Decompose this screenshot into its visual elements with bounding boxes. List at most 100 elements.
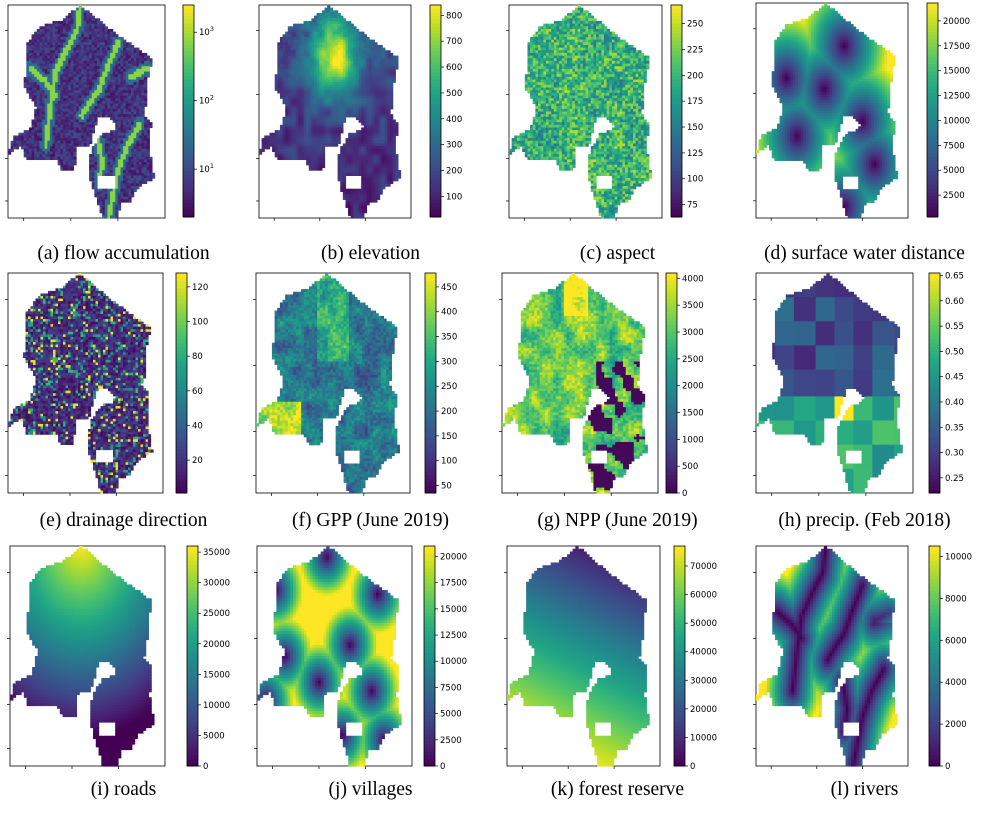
heatmap-cell — [62, 28, 67, 33]
heatmap-cell — [31, 82, 35, 86]
heatmap-cell — [102, 76, 106, 81]
heatmap-cell — [99, 74, 103, 78]
heatmap-cell — [308, 74, 313, 78]
heatmap-cell — [314, 119, 318, 123]
heatmap-cell — [314, 18, 318, 22]
heatmap-cell — [89, 31, 93, 35]
heatmap-cell — [269, 143, 273, 147]
heatmap-cell — [361, 52, 365, 57]
heatmap-cell — [94, 31, 98, 35]
heatmap-cell — [68, 167, 72, 171]
heatmap-cell — [133, 63, 137, 67]
heatmap-cell — [34, 34, 38, 38]
heatmap-cell — [306, 111, 310, 115]
heatmap-cell — [290, 135, 294, 139]
heatmap-cell — [329, 143, 333, 147]
heatmap-cell — [104, 172, 109, 176]
heatmap-cell — [290, 68, 294, 73]
heatmap-cell — [115, 42, 119, 46]
heatmap-cell — [99, 204, 103, 208]
heatmap-cell — [308, 140, 313, 145]
heatmap-cell — [141, 114, 145, 118]
heatmap-cell — [102, 74, 106, 78]
heatmap-cell — [374, 55, 378, 59]
heatmap-cell — [300, 122, 305, 126]
heatmap-cell — [332, 98, 336, 102]
heatmap-cell — [104, 63, 109, 67]
heatmap-cell — [345, 63, 349, 67]
heatmap-cell — [86, 135, 90, 139]
heatmap-cell — [348, 39, 352, 43]
heatmap-cell — [327, 39, 331, 43]
heatmap-cell — [81, 135, 85, 139]
heatmap-cell — [70, 146, 75, 150]
heatmap-cell — [350, 87, 354, 91]
heatmap-cell — [369, 135, 373, 139]
heatmap-cell — [57, 36, 61, 41]
heatmap-cell — [60, 87, 64, 91]
heatmap-cell — [86, 90, 90, 94]
heatmap-cell — [49, 135, 54, 139]
heatmap-cell — [358, 52, 362, 57]
heatmap-cell — [300, 76, 305, 81]
heatmap-cell — [279, 143, 284, 147]
heatmap-cell — [363, 154, 368, 158]
heatmap-cell — [382, 164, 386, 169]
heatmap-cell — [104, 154, 109, 158]
heatmap-cell — [91, 50, 95, 54]
heatmap-cell — [26, 58, 30, 62]
heatmap-cell — [128, 162, 132, 166]
heatmap-cell — [102, 170, 106, 174]
heatmap-cell — [94, 63, 98, 67]
heatmap-cell — [26, 55, 30, 59]
heatmap-cell — [287, 114, 292, 118]
heatmap-cell — [99, 92, 103, 97]
heatmap-cell — [348, 28, 352, 33]
heatmap-cell — [81, 98, 85, 102]
heatmap-cell — [369, 146, 373, 150]
heatmap-cell — [96, 103, 101, 107]
heatmap-cell — [57, 26, 61, 30]
heatmap-cell — [78, 87, 82, 91]
heatmap-cell — [382, 170, 386, 174]
heatmap-cell — [136, 100, 140, 105]
heatmap-cell — [348, 26, 352, 30]
heatmap-cell — [285, 124, 289, 129]
heatmap-cell — [23, 79, 27, 83]
heatmap-cell — [94, 116, 98, 121]
heatmap-cell — [382, 162, 386, 166]
heatmap-cell — [387, 146, 391, 150]
heatmap-cell — [76, 100, 80, 105]
heatmap-cell — [52, 108, 56, 113]
heatmap-cell — [120, 55, 124, 59]
heatmap-cell — [138, 175, 143, 179]
heatmap-cell — [96, 84, 101, 89]
heatmap-cell — [44, 90, 48, 94]
heatmap-cell — [340, 127, 344, 131]
heatmap-cell — [102, 167, 106, 171]
heatmap-cell — [57, 52, 61, 57]
heatmap-cell — [96, 98, 101, 102]
heatmap-cell — [115, 188, 119, 192]
heatmap-cell — [311, 124, 315, 129]
heatmap-cell — [52, 55, 56, 59]
heatmap-cell — [295, 82, 299, 86]
heatmap-cell — [376, 167, 381, 171]
heatmap-cell — [303, 119, 307, 123]
heatmap-cell — [374, 90, 378, 94]
heatmap-cell — [39, 39, 43, 43]
heatmap-cell — [337, 18, 341, 22]
heatmap-cell — [70, 148, 75, 153]
heatmap-cell — [366, 143, 370, 147]
heatmap-cell — [363, 66, 368, 70]
heatmap-cell — [282, 148, 286, 153]
heatmap-cell — [306, 143, 310, 147]
heatmap-cell — [287, 111, 292, 115]
heatmap-cell — [293, 76, 297, 81]
heatmap-cell — [146, 130, 150, 134]
heatmap-cell — [376, 138, 381, 142]
heatmap-cell — [60, 146, 64, 150]
heatmap-cell — [73, 162, 77, 166]
heatmap-cell — [73, 122, 77, 126]
colorbar-segment — [183, 199, 194, 204]
